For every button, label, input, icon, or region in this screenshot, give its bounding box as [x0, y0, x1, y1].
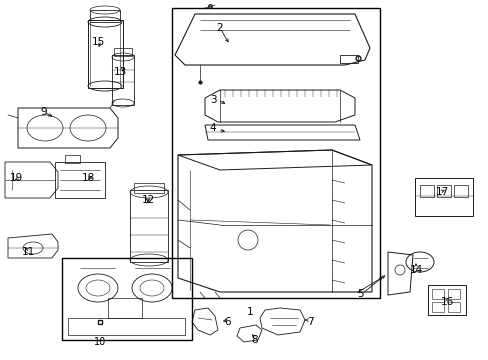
Bar	[339, 55, 357, 63]
Text: 2: 2	[216, 23, 223, 33]
Bar	[453, 185, 467, 197]
Text: 5: 5	[356, 289, 363, 299]
Text: 6: 6	[224, 317, 231, 327]
Bar	[90, 10, 120, 22]
Text: 13: 13	[113, 67, 126, 77]
Text: 16: 16	[440, 297, 453, 307]
Text: 4: 4	[209, 123, 216, 133]
Text: 10: 10	[94, 337, 106, 347]
Text: 9: 9	[41, 107, 47, 117]
Text: 11: 11	[21, 247, 35, 257]
Bar	[62, 258, 192, 340]
Bar	[431, 289, 443, 299]
Bar	[447, 302, 459, 312]
Bar	[431, 302, 443, 312]
Text: 7: 7	[306, 317, 313, 327]
Text: 19: 19	[9, 173, 22, 183]
Text: 8: 8	[251, 335, 258, 345]
Bar	[427, 285, 465, 315]
Text: 15: 15	[91, 37, 104, 47]
Text: 3: 3	[209, 95, 216, 105]
Text: 17: 17	[434, 187, 447, 197]
Bar	[414, 178, 472, 216]
Bar	[134, 183, 163, 193]
Text: 14: 14	[408, 265, 422, 275]
Bar	[114, 48, 132, 56]
Bar	[88, 20, 123, 88]
Bar	[112, 55, 134, 105]
Bar	[436, 185, 450, 197]
Text: 18: 18	[81, 173, 95, 183]
Text: 1: 1	[246, 307, 253, 317]
Text: 12: 12	[141, 195, 154, 205]
Bar	[130, 190, 168, 262]
Bar	[172, 8, 379, 298]
Bar	[65, 155, 80, 163]
Bar	[447, 289, 459, 299]
Bar	[419, 185, 433, 197]
